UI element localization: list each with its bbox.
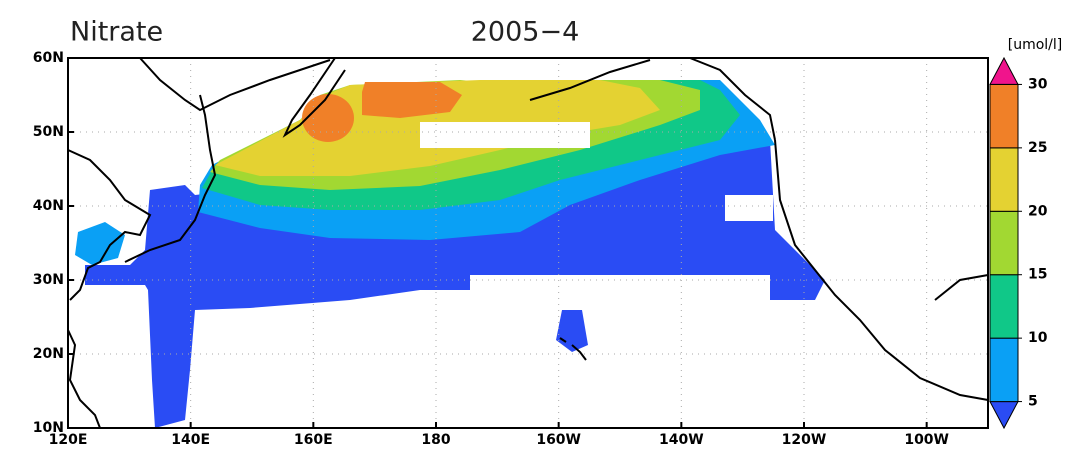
colorbar-label: 5 [1028, 394, 1038, 410]
no-data-area [725, 195, 773, 221]
lat-label: 40N [33, 198, 64, 214]
lon-label: 180 [421, 432, 450, 448]
colorbar-triangle [989, 401, 1019, 430]
lat-label: 20N [33, 346, 64, 362]
lat-label: 30N [33, 272, 64, 288]
lon-label: 120W [782, 432, 827, 448]
field-region [75, 222, 125, 265]
coastline-japan [124, 94, 217, 263]
colorbar-box [989, 210, 1019, 276]
lon-label: 160E [294, 432, 333, 448]
coastline-siberia [139, 57, 331, 112]
lat-label: 50N [33, 124, 64, 140]
lat-label: 60N [33, 50, 64, 66]
coastline-asia [67, 149, 152, 429]
unit-label: [umol/l] [1008, 37, 1063, 53]
colorbar-triangle [989, 56, 1019, 85]
coastline-america [774, 139, 989, 401]
colorbar-label: 25 [1028, 140, 1047, 156]
colorbar: 5 10 15 20 25 30 [989, 56, 1048, 430]
lat-label: 10N [33, 420, 64, 436]
colorbar-label: 30 [1028, 76, 1048, 92]
lon-label: 140E [171, 432, 210, 448]
coastline-kamchatka [282, 57, 346, 138]
nitrate-field [75, 80, 825, 428]
coastline-alaska [529, 57, 776, 141]
colorbar-label: 10 [1028, 330, 1048, 346]
lon-label: 160W [536, 432, 581, 448]
colorbar-box [989, 274, 1019, 339]
map-frame [67, 57, 989, 429]
colorbar-box [989, 147, 1019, 212]
colorbar-label: 20 [1028, 203, 1048, 219]
colorbar-label: 15 [1028, 267, 1047, 283]
field-region [362, 82, 462, 118]
colorbar-box [989, 83, 1019, 149]
lon-label: 140W [659, 432, 704, 448]
no-data-area [420, 122, 590, 148]
coastline-hawaii [559, 337, 587, 361]
colorbar-box [989, 337, 1019, 403]
field-region [302, 94, 354, 142]
lon-label: 120E [49, 432, 88, 448]
coastlines [67, 57, 989, 429]
title: Nitrate [70, 17, 163, 48]
lon-label: 100W [904, 432, 949, 448]
subtitle: 2005−4 [471, 17, 580, 48]
